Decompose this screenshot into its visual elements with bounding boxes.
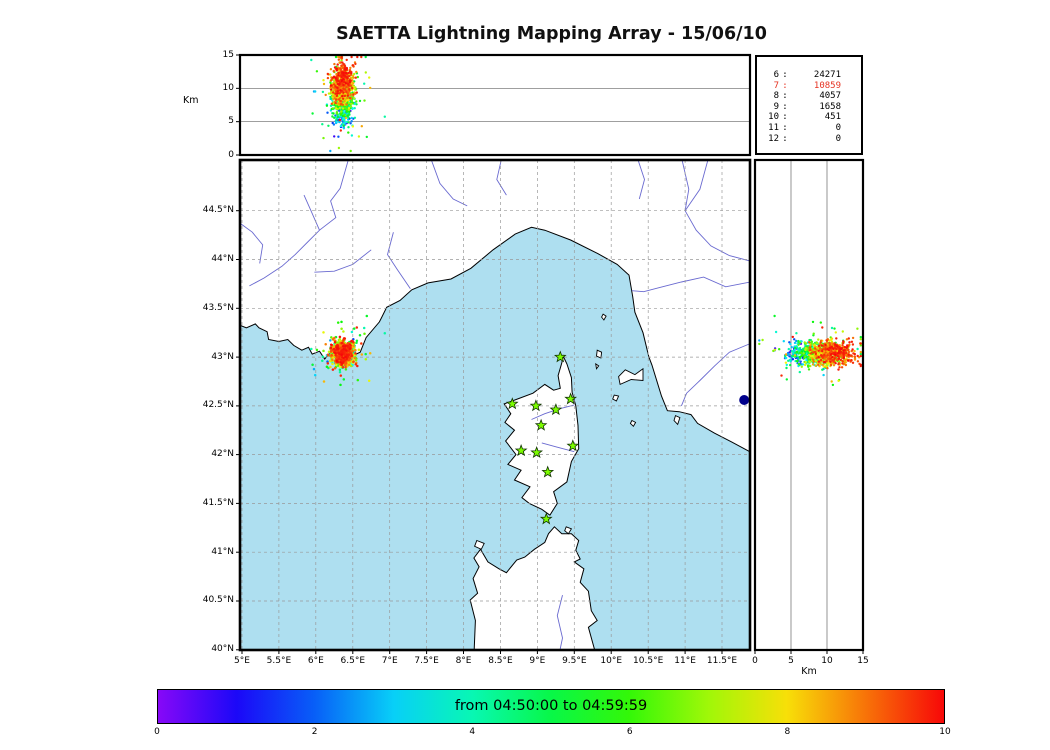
altitude-longitude-svg bbox=[236, 53, 752, 157]
small-islands bbox=[474, 313, 681, 550]
time-colorbar: from 04:50:00 to 04:59:59 bbox=[157, 689, 945, 724]
lon-tick-label: 11°E bbox=[674, 656, 696, 666]
lon-tick-label: 9°E bbox=[529, 656, 546, 666]
stats-row: 9: 1658 bbox=[765, 102, 861, 113]
colorbar-tick-label: 2 bbox=[311, 727, 318, 737]
stats-source-count: 4057 bbox=[819, 91, 841, 102]
rivers bbox=[240, 160, 750, 650]
panel-frame-right bbox=[753, 158, 865, 652]
colorbar-tick-label: 8 bbox=[784, 727, 791, 737]
stats-station-count: 9 bbox=[773, 101, 779, 112]
lon-tick-label: 10.5°E bbox=[633, 656, 664, 666]
lat-tick-label: 42.5°N bbox=[202, 400, 234, 411]
lon-tick-label: 8.5°E bbox=[488, 656, 513, 666]
stats-separator: : bbox=[782, 80, 788, 91]
lat-tick-label: 41°N bbox=[211, 546, 234, 557]
lon-tick-label: 6.5°E bbox=[340, 656, 366, 666]
stats-row: 12: 0 bbox=[765, 134, 861, 145]
lat-tick-label: 43.5°N bbox=[202, 302, 234, 313]
lightning-scatter-alt-lat bbox=[758, 314, 862, 387]
saetta-station-stars bbox=[506, 350, 580, 525]
lat-tick-label: 41.5°N bbox=[202, 497, 234, 508]
colorbar-tick-label: 4 bbox=[469, 727, 476, 737]
stats-separator: : bbox=[782, 70, 788, 80]
lon-tick-label: 5°E bbox=[234, 656, 250, 666]
stats-station-count: 11 bbox=[768, 122, 779, 133]
stats-separator: : bbox=[782, 122, 788, 133]
stats-source-count: 451 bbox=[824, 112, 841, 123]
right-altitude-tick-label: 5 bbox=[788, 656, 794, 666]
lon-tick-label: 6°E bbox=[307, 656, 324, 666]
lon-tick-label: 9.5°E bbox=[562, 656, 587, 666]
lat-tick-label: 40.5°N bbox=[202, 595, 234, 606]
altitude-gridlines-right bbox=[790, 160, 828, 650]
lon-tick-label: 5.5°E bbox=[266, 656, 292, 666]
altitude-latitude-svg bbox=[753, 158, 865, 654]
panel-frame bbox=[238, 53, 752, 157]
colorbar-time-range-label: from 04:50:00 to 04:59:59 bbox=[454, 698, 648, 714]
altitude-axis-label-top: Km bbox=[183, 95, 199, 106]
stats-row: 11: 0 bbox=[765, 123, 861, 134]
stats-row: 10: 451 bbox=[765, 112, 861, 123]
map-frame bbox=[238, 158, 752, 652]
stats-source-count: 1658 bbox=[819, 101, 841, 112]
lightning-scatter-map bbox=[310, 314, 387, 387]
station-count-stats-panel: 6: 24271 7: 10859 8: 4057 9: 1658 10: 451 11: 0 12: 0 bbox=[755, 55, 863, 155]
stats-separator: : bbox=[782, 91, 788, 102]
plan-view-map-panel bbox=[236, 158, 752, 654]
colorbar-tick-label: 10 bbox=[939, 727, 951, 737]
right-altitude-tick-label: 0 bbox=[752, 656, 758, 666]
top-altitude-tick-label: 10 bbox=[222, 82, 234, 93]
stats-station-count: 10 bbox=[768, 112, 779, 123]
stats-station-count: 12 bbox=[768, 133, 779, 144]
right-altitude-tick-label: 15 bbox=[857, 656, 869, 666]
colorbar-tick-label: 0 bbox=[154, 727, 160, 737]
lat-tick-label: 43°N bbox=[211, 351, 234, 362]
stats-station-count: 8 bbox=[773, 91, 779, 102]
lat-tick-label: 40°N bbox=[211, 644, 234, 655]
colorbar-gradient bbox=[158, 690, 944, 723]
stats-separator: : bbox=[782, 112, 788, 123]
map-svg bbox=[236, 158, 752, 654]
figure-title: SAETTA Lightning Mapping Array - 15/06/1… bbox=[336, 24, 767, 44]
altitude-axis-label-right: Km bbox=[801, 666, 817, 677]
lon-tick-label: 10°E bbox=[600, 656, 623, 666]
colorbar-tick-label: 6 bbox=[626, 727, 633, 737]
top-altitude-tick-label: 0 bbox=[228, 149, 234, 160]
right-altitude-tick-label: 10 bbox=[821, 656, 833, 666]
stats-row: 7: 10859 bbox=[765, 81, 861, 92]
stats-source-count: 0 bbox=[835, 133, 841, 144]
stats-row: 8: 4057 bbox=[765, 91, 861, 102]
stats-source-count: 24271 bbox=[813, 70, 841, 80]
stats-source-count: 10859 bbox=[813, 80, 841, 91]
corsica-coastline bbox=[503, 354, 580, 516]
top-altitude-tick-label: 5 bbox=[228, 116, 234, 127]
stats-separator: : bbox=[782, 133, 788, 144]
lat-tick-label: 42°N bbox=[211, 449, 234, 460]
top-altitude-tick-label: 15 bbox=[222, 49, 234, 60]
lat-tick-label: 44.5°N bbox=[202, 205, 234, 216]
lon-tick-label: 11.5°E bbox=[706, 656, 738, 666]
stats-separator: : bbox=[782, 101, 788, 112]
lon-tick-label: 8°E bbox=[455, 656, 472, 666]
stats-row: 6: 24271 bbox=[765, 70, 861, 81]
lon-tick-label: 7.5°E bbox=[414, 656, 439, 666]
mainland-coastline bbox=[240, 160, 750, 453]
lon-tick-label: 7°E bbox=[381, 656, 398, 666]
altitude-vs-latitude-panel bbox=[753, 158, 865, 654]
blue-circle-marker bbox=[739, 395, 750, 405]
altitude-vs-longitude-panel bbox=[236, 53, 752, 157]
lightning-scatter-lon-alt bbox=[310, 55, 386, 153]
stats-source-count: 0 bbox=[835, 122, 841, 133]
stats-station-count: 6 bbox=[773, 70, 779, 80]
lat-tick-label: 44°N bbox=[211, 254, 234, 264]
stats-station-count: 7 bbox=[773, 80, 779, 91]
map-gridlines bbox=[240, 160, 750, 650]
sardinia-coastline bbox=[469, 526, 598, 650]
altitude-gridlines bbox=[240, 87, 750, 123]
